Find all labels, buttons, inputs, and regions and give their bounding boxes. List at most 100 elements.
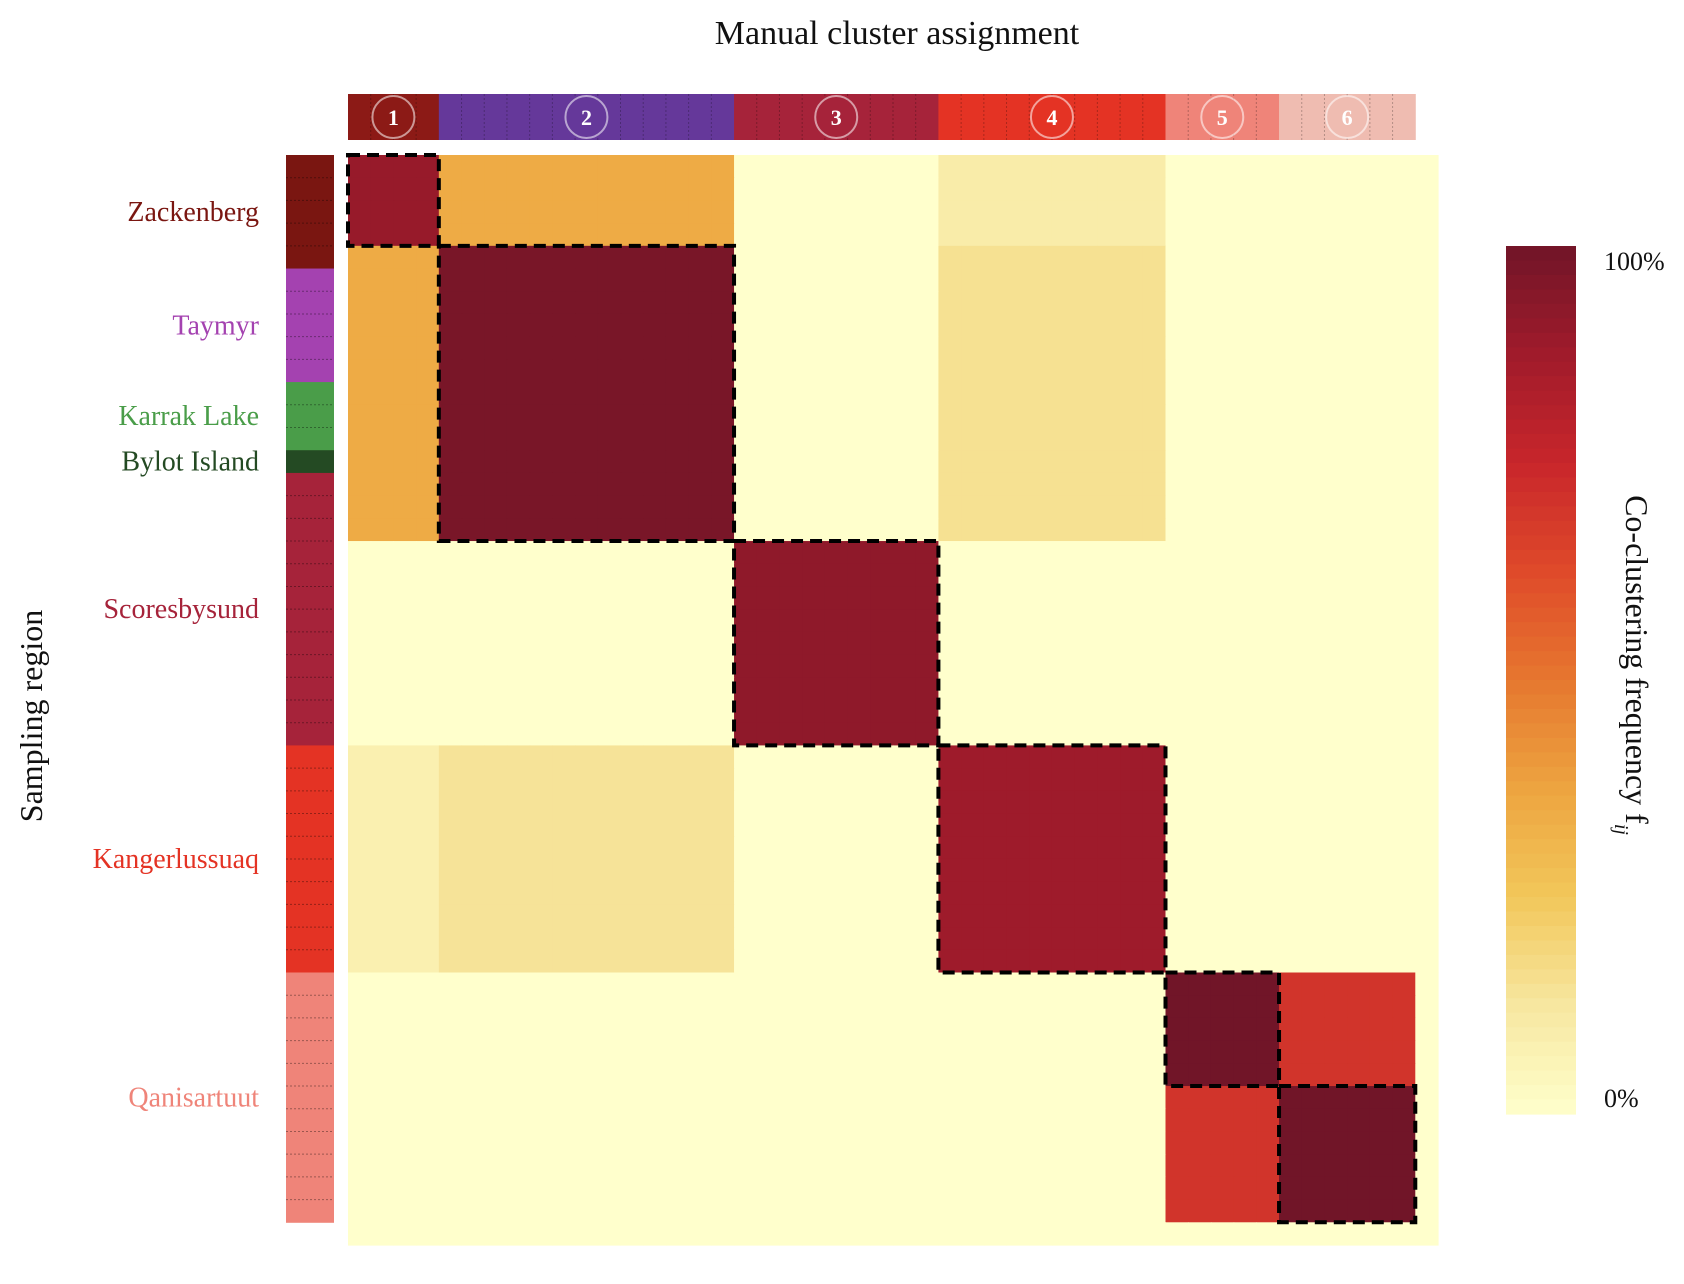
heatmap-cell — [938, 336, 962, 360]
heatmap-cell — [597, 949, 622, 974]
heatmap-cell — [983, 313, 1008, 338]
heatmap-cell — [1210, 472, 1235, 497]
heatmap-cell — [1210, 177, 1235, 202]
colorbar-step — [1506, 463, 1576, 479]
heatmap-cell — [1051, 472, 1076, 497]
heatmap-cell — [348, 1154, 372, 1178]
heatmap-cell — [915, 790, 940, 815]
heatmap-cell — [1051, 541, 1076, 565]
heatmap-cell — [1165, 790, 1189, 815]
heatmap-cell — [1188, 972, 1212, 996]
heatmap-cell — [688, 700, 712, 724]
heatmap-cell — [1415, 382, 1439, 406]
heatmap-cell — [416, 313, 440, 338]
heatmap-cell — [370, 586, 395, 610]
heatmap-cell — [1347, 518, 1371, 542]
heatmap-cell — [1279, 268, 1303, 292]
heatmap-cell — [597, 745, 622, 769]
heatmap-cell — [1142, 700, 1167, 724]
heatmap-cell — [1051, 245, 1076, 270]
heatmap-cell — [552, 631, 576, 656]
heatmap-cell — [893, 745, 917, 769]
heatmap-cell — [870, 1063, 894, 1087]
heatmap-cell — [870, 609, 894, 633]
heatmap-cell — [688, 949, 712, 974]
heatmap-cell — [1188, 268, 1212, 292]
heatmap-cell — [1029, 404, 1053, 429]
heatmap-cell — [506, 858, 531, 883]
heatmap-cell — [370, 1222, 395, 1246]
heatmap-cell — [893, 836, 917, 860]
heatmap-cell — [348, 813, 372, 837]
heatmap-cell — [438, 472, 463, 497]
heatmap-cell — [575, 768, 599, 792]
heatmap-cell — [870, 427, 894, 451]
heatmap-cell — [620, 472, 644, 497]
heatmap-cell — [1301, 313, 1326, 338]
heatmap-cell — [734, 404, 758, 429]
heatmap-cell — [1347, 881, 1371, 905]
heatmap-cell — [983, 904, 1008, 928]
heatmap-cell — [1279, 495, 1303, 519]
heatmap-cell — [1256, 813, 1280, 837]
heatmap-cell — [370, 700, 395, 724]
heatmap-cell — [824, 291, 849, 315]
heatmap-cell — [1392, 472, 1416, 497]
heatmap-cell — [552, 472, 576, 497]
heatmap-cell — [620, 291, 644, 315]
heatmap-cell — [961, 722, 985, 747]
heatmap-cell — [1279, 813, 1303, 837]
heatmap-cell — [552, 1063, 576, 1087]
heatmap-cell — [643, 427, 667, 451]
heatmap-cell — [1256, 495, 1280, 519]
heatmap-cell — [484, 404, 508, 429]
heatmap-cell — [1051, 790, 1076, 815]
heatmap-cell — [1006, 745, 1030, 769]
heatmap-cell — [847, 995, 871, 1019]
heatmap-cell — [734, 1131, 758, 1155]
heatmap-cell — [1369, 1086, 1394, 1110]
heatmap-cell — [620, 949, 644, 974]
heatmap-cell — [575, 155, 599, 179]
heatmap-cell — [1301, 813, 1326, 837]
heatmap-cell — [915, 927, 940, 951]
heatmap-cell — [1165, 155, 1189, 179]
heatmap-cell — [1210, 268, 1235, 292]
heatmap-cell — [529, 972, 553, 996]
heatmap-cell — [1142, 677, 1167, 701]
heatmap-cell — [1120, 949, 1144, 974]
heatmap-cell — [370, 768, 395, 792]
heatmap-cell — [1029, 313, 1053, 338]
heatmap-cell — [688, 1017, 712, 1042]
heatmap-cell — [847, 836, 871, 860]
heatmap-cell — [665, 904, 690, 928]
heatmap-cell — [552, 200, 576, 224]
heatmap-cell — [961, 768, 985, 792]
heatmap-cell — [734, 268, 758, 292]
heatmap-cell — [1074, 1063, 1098, 1087]
heatmap-cell — [597, 1176, 622, 1201]
heatmap-cell — [1097, 745, 1121, 769]
heatmap-cell — [529, 745, 553, 769]
heatmap-cell — [461, 518, 485, 542]
heatmap-cell — [1415, 1040, 1439, 1064]
heatmap-cell — [529, 995, 553, 1019]
heatmap-cell — [643, 336, 667, 360]
heatmap-cell — [734, 609, 758, 633]
heatmap-cell — [779, 1222, 803, 1246]
heatmap-cell — [620, 541, 644, 565]
cluster-badge — [371, 95, 416, 139]
heatmap-cell — [802, 155, 826, 179]
heatmap-cell — [416, 541, 440, 565]
heatmap-cell — [643, 700, 667, 724]
heatmap-cell — [552, 881, 576, 905]
heatmap-cell — [802, 949, 826, 974]
heatmap-cell — [824, 336, 849, 360]
heatmap-cell — [1120, 1108, 1144, 1133]
heatmap-cell — [1392, 995, 1416, 1019]
heatmap-cell — [1051, 382, 1076, 406]
heatmap-cell — [1279, 745, 1303, 769]
heatmap-cell — [938, 836, 962, 860]
heatmap-cell — [824, 541, 849, 565]
heatmap-cell — [1392, 1222, 1416, 1246]
